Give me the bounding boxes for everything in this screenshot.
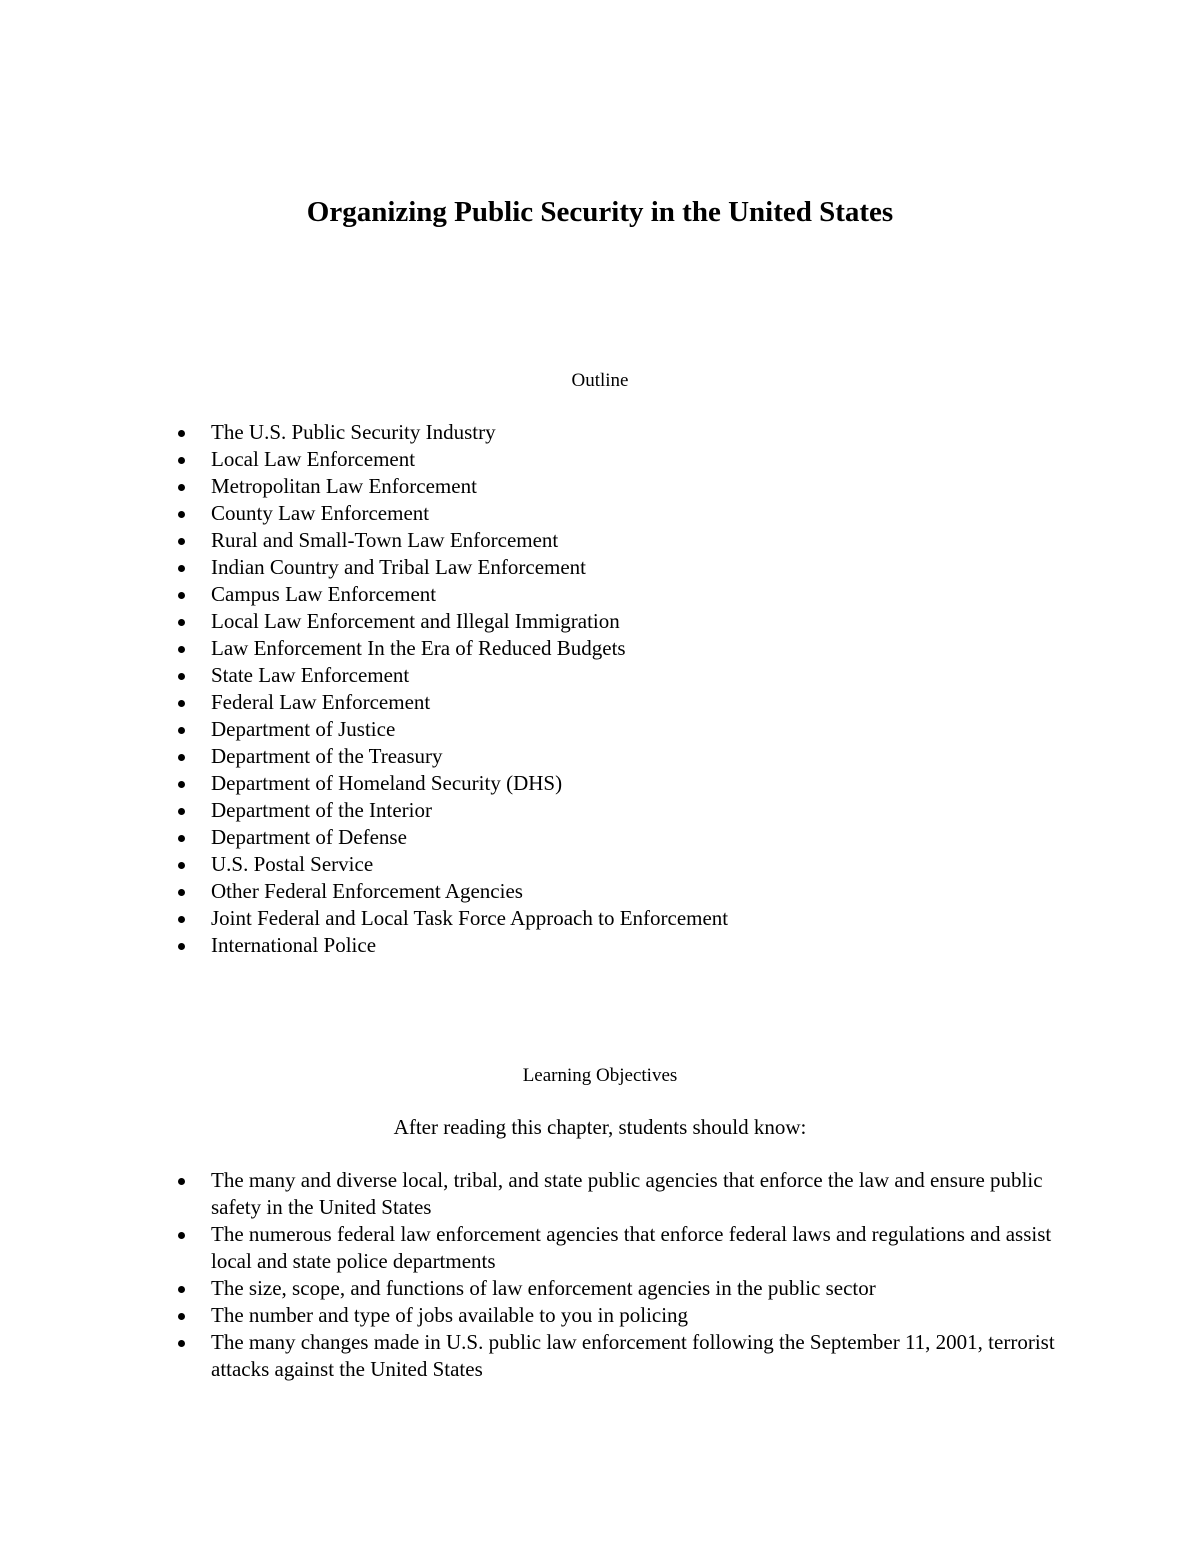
- list-item: Campus Law Enforcement: [176, 581, 1076, 608]
- list-item: The numerous federal law enforcement age…: [176, 1221, 1076, 1275]
- list-item: U.S. Postal Service: [176, 851, 1076, 878]
- objectives-intro: After reading this chapter, students sho…: [393, 1115, 807, 1139]
- list-item: Local Law Enforcement: [176, 446, 1076, 473]
- list-item: Local Law Enforcement and Illegal Immigr…: [176, 608, 1076, 635]
- list-item: Department of Homeland Security (DHS): [176, 770, 1076, 797]
- list-item: Metropolitan Law Enforcement: [176, 473, 1076, 500]
- list-item: County Law Enforcement: [176, 500, 1076, 527]
- objectives-list: The many and diverse local, tribal, and …: [176, 1167, 1076, 1383]
- list-item: International Police: [176, 932, 1076, 959]
- document-title: Organizing Public Security in the United…: [306, 196, 894, 228]
- list-item: Department of Defense: [176, 824, 1076, 851]
- list-item: The many changes made in U.S. public law…: [176, 1329, 1076, 1383]
- list-item: Rural and Small-Town Law Enforcement: [176, 527, 1076, 554]
- list-item: Law Enforcement In the Era of Reduced Bu…: [176, 635, 1076, 662]
- list-item: Indian Country and Tribal Law Enforcemen…: [176, 554, 1076, 581]
- list-item: Joint Federal and Local Task Force Appro…: [176, 905, 1076, 932]
- objectives-heading: Learning Objectives: [522, 1065, 678, 1086]
- list-item: The number and type of jobs available to…: [176, 1302, 1076, 1329]
- list-item: The many and diverse local, tribal, and …: [176, 1167, 1076, 1221]
- outline-list: The U.S. Public Security Industry Local L…: [176, 419, 1076, 959]
- outline-heading: Outline: [571, 370, 629, 391]
- list-item: Other Federal Enforcement Agencies: [176, 878, 1076, 905]
- list-item: Department of the Interior: [176, 797, 1076, 824]
- list-item: The size, scope, and functions of law en…: [176, 1275, 1076, 1302]
- list-item: Department of the Treasury: [176, 743, 1076, 770]
- list-item: The U.S. Public Security Industry: [176, 419, 1076, 446]
- list-item: Federal Law Enforcement: [176, 689, 1076, 716]
- list-item: Department of Justice: [176, 716, 1076, 743]
- list-item: State Law Enforcement: [176, 662, 1076, 689]
